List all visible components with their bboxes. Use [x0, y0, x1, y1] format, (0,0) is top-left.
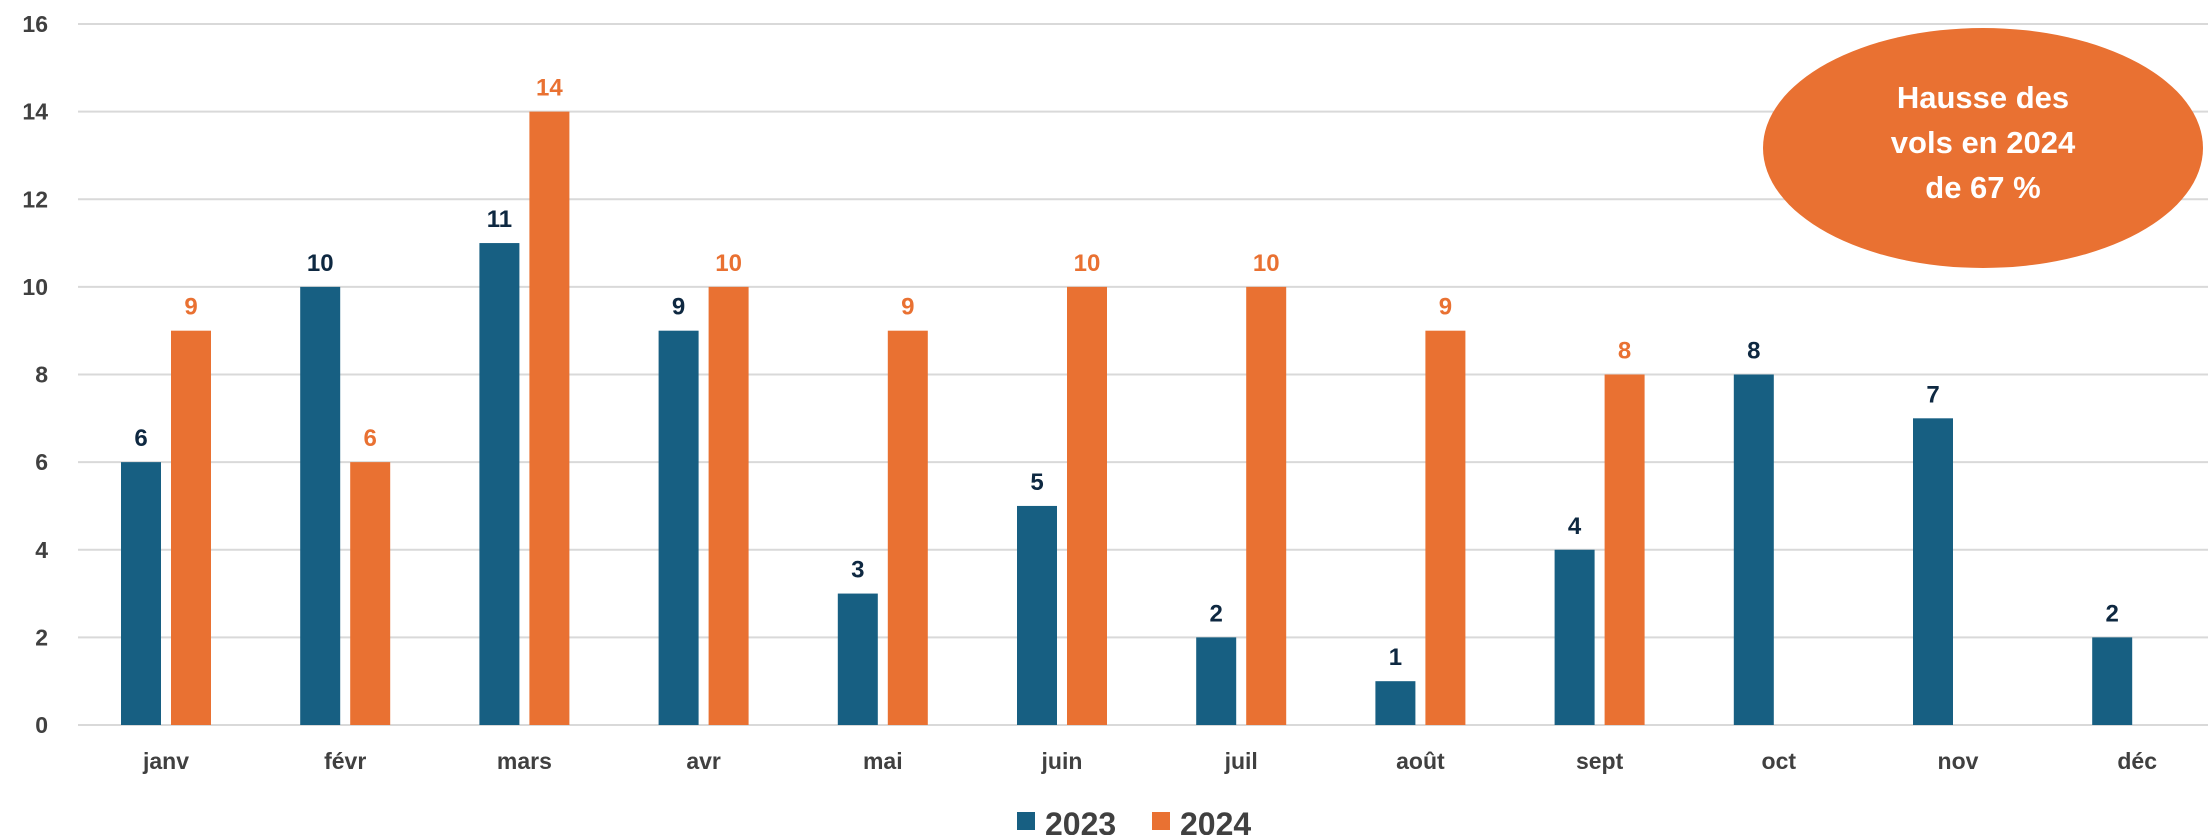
bar-2023-sept [1554, 549, 1595, 725]
y-tick-label-10: 10 [22, 274, 48, 300]
data-label-2023-nov: 7 [1926, 381, 1939, 408]
legend-label-2024: 2024 [1180, 806, 1251, 835]
x-tick-label-oct: oct [1762, 748, 1797, 774]
data-label-2024-avr: 10 [715, 250, 742, 277]
data-labels: 6 9 10 6 11 14 9 10 3 9 5 10 2 10 1 9 4 8 8 7 2 [134, 75, 2119, 672]
bar-2023-mai [837, 593, 878, 725]
data-label-2024-sept: 8 [1618, 338, 1631, 365]
y-tick-label-4: 4 [35, 537, 48, 563]
data-label-2024-janv: 9 [184, 294, 197, 321]
x-tick-label-mai: mai [863, 748, 903, 774]
annotation-callout: Hausse des vols en 2024 de 67 % [1763, 28, 2203, 268]
data-label-2024-juin: 10 [1074, 250, 1101, 277]
bar-2024-févr [350, 462, 391, 725]
bar-2023-avr [658, 330, 699, 725]
data-label-2023-août: 1 [1389, 644, 1402, 671]
bar-2023-juil [1196, 637, 1237, 725]
bar-2023-août [1375, 681, 1416, 725]
x-tick-label-déc: déc [2117, 748, 2157, 774]
y-tick-label-14: 14 [22, 99, 48, 125]
legend-swatch-2024 [1152, 812, 1170, 830]
bar-2023-févr [300, 286, 341, 725]
data-label-2023-mars: 11 [487, 206, 512, 233]
y-tick-label-12: 12 [22, 186, 48, 212]
bar-2023-nov [1913, 418, 1953, 725]
x-tick-label-mars: mars [497, 748, 552, 774]
legend-swatch-2023 [1017, 812, 1035, 830]
bar-2023-juin [1017, 505, 1057, 725]
legend: 2023 2024 [1017, 806, 1251, 835]
bar-2023-mars [479, 243, 520, 725]
bar-2024-janv [171, 330, 211, 725]
data-label-2023-oct: 8 [1747, 338, 1760, 365]
bar-2024-sept [1604, 374, 1645, 725]
x-tick-label-nov: nov [1938, 748, 1979, 774]
x-tick-label-juil: juil [1224, 748, 1258, 774]
bar-2024-mars [529, 111, 570, 725]
x-tick-label-juin: juin [1041, 748, 1083, 774]
data-label-2024-mars: 14 [536, 75, 563, 102]
x-tick-label-sept: sept [1576, 748, 1624, 774]
bars [121, 111, 2133, 725]
callout-line-1: Hausse des [1897, 80, 2069, 115]
callout-ellipse [1763, 28, 2203, 268]
data-label-2023-mai: 3 [851, 557, 864, 584]
x-tick-label-janv: janv [142, 748, 189, 774]
data-label-2024-juil: 10 [1253, 250, 1280, 277]
y-tick-label-0: 0 [35, 712, 48, 738]
bar-2024-mai [887, 330, 928, 725]
bar-2024-juin [1067, 286, 1107, 725]
x-tick-label-août: août [1396, 748, 1445, 774]
bar-2024-juil [1246, 286, 1287, 725]
x-tick-label-avr: avr [686, 748, 721, 774]
data-label-2024-août: 9 [1439, 294, 1452, 321]
y-tick-label-6: 6 [35, 449, 48, 475]
data-label-2024-mai: 9 [901, 294, 914, 321]
data-label-2023-avr: 9 [672, 294, 685, 321]
data-label-2023-juin: 5 [1030, 469, 1043, 496]
bar-2023-oct [1733, 374, 1774, 725]
y-axis-ticks: 0 2 4 6 8 10 12 14 16 [22, 11, 48, 738]
data-label-2023-janv: 6 [134, 425, 147, 452]
data-label-2023-févr: 10 [307, 250, 334, 277]
bar-2024-août [1425, 330, 1466, 725]
callout-line-3: de 67 % [1925, 170, 2040, 205]
x-axis-categories: janv févr mars avr mai juin juil août sept oct nov… [142, 748, 2157, 774]
legend-label-2023: 2023 [1045, 806, 1116, 835]
x-tick-label-févr: févr [324, 748, 366, 774]
bar-2023-janv [121, 462, 161, 725]
y-tick-label-8: 8 [35, 362, 48, 388]
callout-line-2: vols en 2024 [1891, 125, 2076, 160]
bar-2024-avr [708, 286, 749, 725]
gridlines [78, 23, 2208, 726]
data-label-2023-sept: 4 [1568, 513, 1582, 540]
bar-2023-déc [2092, 637, 2133, 725]
data-label-2024-févr: 6 [364, 425, 377, 452]
y-tick-label-16: 16 [22, 11, 48, 37]
y-tick-label-2: 2 [35, 624, 48, 650]
data-label-2023-déc: 2 [2106, 600, 2119, 627]
data-label-2023-juil: 2 [1210, 600, 1223, 627]
